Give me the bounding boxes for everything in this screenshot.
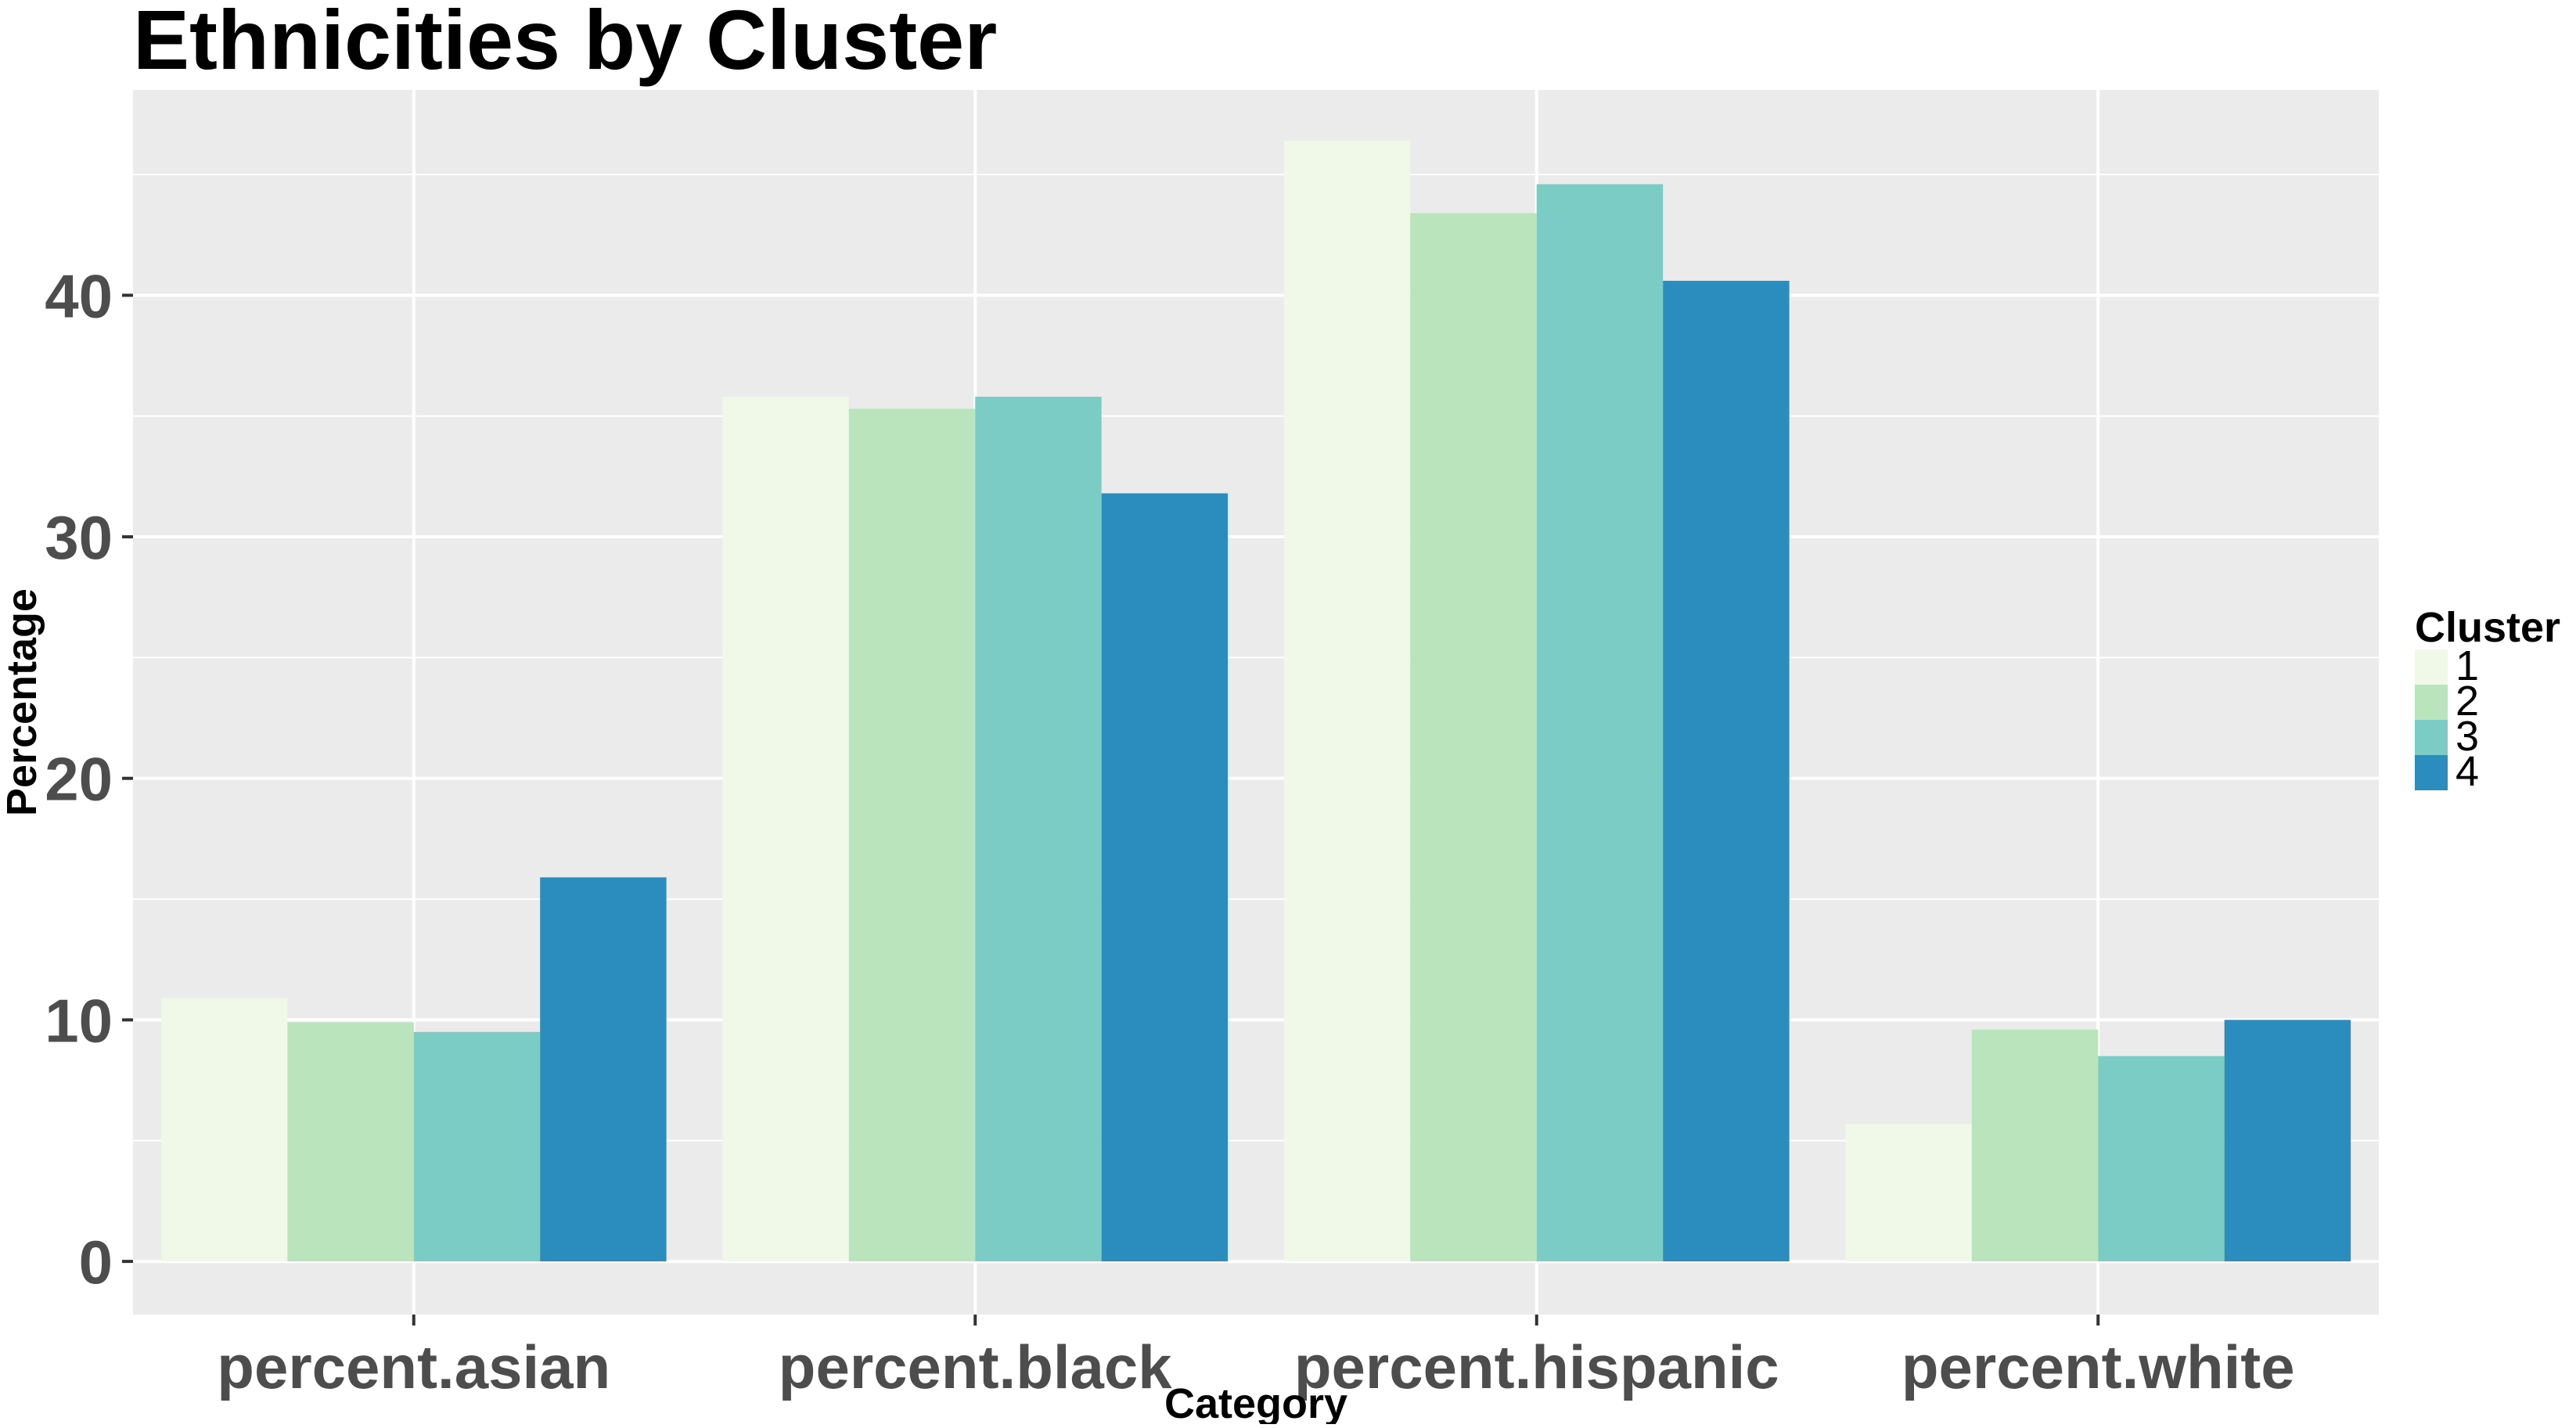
legend-key-3 [2415,720,2448,755]
bar-percent-asian-cluster-2 [287,1022,414,1262]
bar-percent-hispanic-cluster-4 [1663,280,1790,1262]
y-tick-label: 10 [45,986,113,1055]
bar-percent-hispanic-cluster-2 [1410,213,1537,1262]
legend-key-1 [2415,649,2448,685]
bar-percent-black-cluster-1 [722,397,849,1262]
bar-percent-hispanic-cluster-1 [1283,140,1411,1262]
legend-label-3: 3 [2455,713,2479,760]
bar-percent-black-cluster-3 [975,397,1102,1262]
legend-key-2 [2415,685,2448,720]
x-axis: percent.asian percent.black percent.hispan… [217,1315,2295,1401]
legend-label-1: 1 [2455,642,2479,689]
x-tick-label: percent.asian [217,1333,610,1401]
legend-label-4: 4 [2455,748,2479,795]
chart-title: Ethnicities by Cluster [133,0,997,87]
x-axis-title: Category [1164,1380,1347,1424]
y-axis-title: Percentage [0,588,45,816]
y-tick-label: 0 [79,1228,113,1297]
bar-percent-white-cluster-3 [2098,1056,2225,1262]
bar-percent-black-cluster-4 [1101,493,1229,1262]
x-tick-label: percent.black [779,1333,1173,1401]
legend-key-4 [2415,755,2448,790]
bar-percent-white-cluster-4 [2224,1020,2351,1262]
x-tick-label: percent.white [1901,1333,2295,1401]
y-axis: 0 10 20 30 40 [45,261,133,1297]
legend-label-2: 2 [2455,678,2479,725]
x-tick-label: percent.hispanic [1294,1333,1779,1401]
bar-percent-asian-cluster-3 [413,1031,541,1262]
bar-percent-white-cluster-1 [1845,1124,1972,1262]
bar-percent-black-cluster-2 [848,408,976,1262]
bars [160,140,2351,1262]
y-tick-label: 30 [45,503,113,572]
bar-percent-hispanic-cluster-3 [1536,184,1664,1262]
bar-percent-white-cluster-2 [1971,1029,2099,1262]
y-tick-label: 20 [45,745,113,814]
y-tick-label: 40 [45,261,113,330]
legend-title: Cluster [2415,604,2560,651]
bar-percent-asian-cluster-1 [160,998,288,1262]
bar-percent-asian-cluster-4 [540,877,667,1262]
